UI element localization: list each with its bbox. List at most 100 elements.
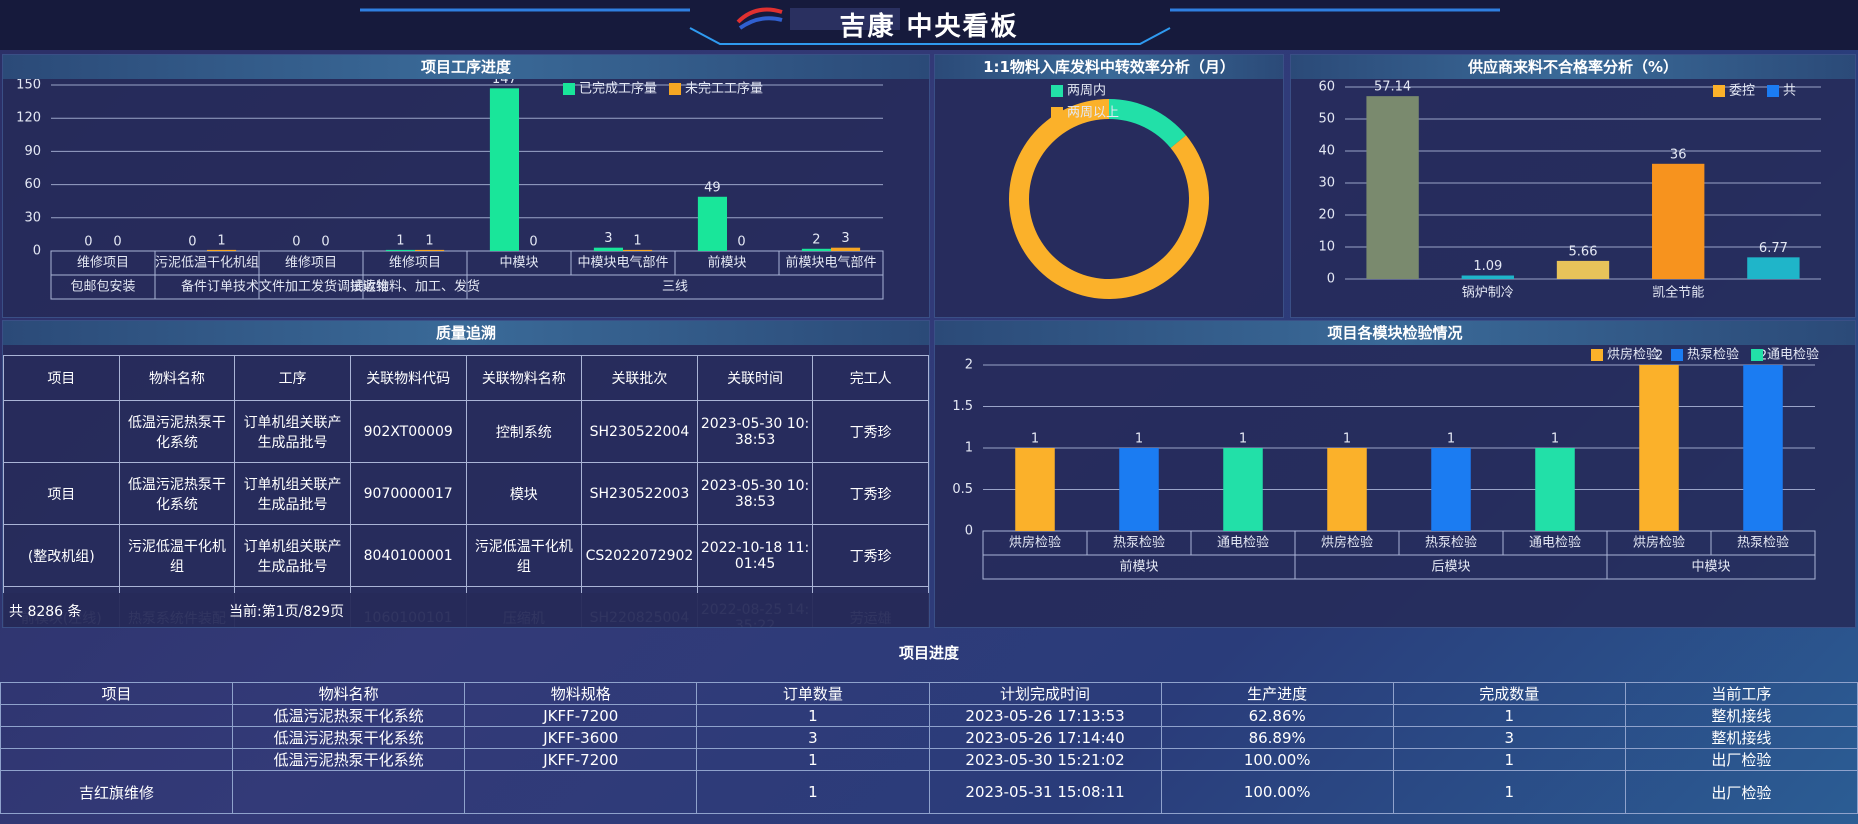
table-cell	[464, 770, 698, 814]
progress-section: 项目进度 项目 物料名称 物料规格 订单数量 计划完成时间 生产进度 完成数量 当前工序 低温污…	[0, 638, 1858, 824]
panel: 0 0.5 1 1.5 2 烘房检验 热泵检验 通电检验 烘房检验 热泵检验 通电检验 烘房检验 热泵检…	[934, 320, 1856, 628]
legend-swatch	[669, 83, 682, 95]
group-label: 接收物料、加工、发货	[350, 279, 480, 295]
bar-value-label: 36	[1670, 147, 1687, 162]
bar-value-label: 1	[396, 233, 404, 248]
bar-value-label: 0	[737, 235, 745, 250]
table-cell: 9070000017	[349, 462, 467, 525]
table-cell: SH230522004	[581, 400, 698, 463]
legend-label: 烘房检验	[1607, 347, 1659, 363]
table-cell: 丁秀珍	[812, 524, 929, 587]
bar	[1366, 96, 1419, 279]
legend-swatch	[1051, 107, 1063, 119]
column-header: 当前工序	[1624, 682, 1858, 705]
group-label: 备件订单	[181, 279, 233, 295]
bar	[1639, 365, 1679, 531]
y-tick-label: 30	[24, 210, 41, 225]
logo	[736, 7, 783, 24]
panel: 0 10 20 30 40 50 60 锅炉制冷 凯全节能 57.14 1.09 5.66 36 6.77…	[1290, 54, 1856, 318]
bar	[1431, 448, 1471, 531]
bar-value-label: 0	[321, 235, 329, 250]
bar-value-label: 1	[1447, 432, 1455, 447]
legend-label: 委控	[1729, 84, 1755, 99]
table-cell: 订单机组关联产生成品批号	[234, 400, 351, 463]
group-label: 包邮包安装	[70, 280, 135, 295]
table-cell: 订单机组关联产生成品批号	[234, 462, 351, 525]
table-row: 低温污泥热泵干化系统 订单机组关联产生成品批号 902XT00009 控制系统 SH23…	[3, 400, 929, 463]
group-cell	[1606, 554, 1816, 580]
legend-swatch	[1051, 85, 1063, 97]
y-tick-label: 60	[24, 177, 41, 192]
table-cell: 1	[1392, 704, 1626, 727]
table-cell: 86.89%	[1160, 726, 1394, 749]
x-tick-label: 热泵检验	[1113, 535, 1165, 551]
bar	[1119, 448, 1159, 531]
panel-title: 供应商来料不合格率分析（%）	[1291, 55, 1855, 79]
bar	[415, 249, 445, 251]
table-cell: JKFF-7200	[464, 704, 698, 727]
table-cell: 1	[696, 748, 930, 771]
panel-title: 项目各模块检验情况	[935, 321, 1855, 345]
column-header: 关联批次	[581, 355, 698, 401]
panel: 0 30 60 90 120 150 维修项目 污泥低温干化机组 维修项目 维修项目 中模块 中模块电…	[2, 54, 930, 318]
table-cell: 低温污泥热泵干化系统	[232, 726, 466, 749]
column-header: 项目	[3, 355, 120, 401]
table-row: 低温污泥热泵干化系统 JKFF-7200 1 2023-05-26 17:13:53 6…	[0, 704, 1858, 727]
y-tick-label: 150	[16, 78, 41, 93]
bar	[1743, 365, 1783, 531]
bar-value-label: 1	[1343, 432, 1351, 447]
panel-title: 1:1物料入库发料中转效率分析（月）	[935, 55, 1283, 79]
x-tick-label: 通电检验	[1217, 535, 1269, 551]
column-header: 关联时间	[696, 355, 814, 401]
bar-value-label: 49	[704, 180, 721, 195]
legend-label: 未完工工序量	[685, 82, 763, 97]
x-tick-label: 烘房检验	[1009, 535, 1061, 551]
table-cell: 1	[696, 770, 930, 814]
table-cell: 2023-05-30 10:38:53	[696, 462, 814, 525]
bar	[207, 249, 237, 251]
table-cell: 低温污泥热泵干化系统	[232, 704, 466, 727]
group-label: 前模块	[1119, 559, 1158, 575]
table-cell: 低温污泥热泵干化系统	[118, 462, 236, 525]
y-tick-label: 90	[24, 144, 41, 159]
table-cell: 订单机组关联产生成品批号	[234, 524, 351, 587]
bar-value-label: 3	[604, 231, 612, 246]
column-header: 项目	[0, 682, 234, 705]
redacted	[790, 8, 900, 30]
y-tick-label: 50	[1318, 112, 1335, 127]
table-cell	[232, 770, 466, 814]
y-tick-label: 0.5	[952, 482, 973, 497]
table-cell	[0, 748, 234, 771]
group-label: 三线	[662, 280, 688, 295]
column-header: 物料规格	[464, 682, 698, 705]
legend-label: 已完成工序量	[579, 82, 657, 97]
y-tick-label: 10	[1318, 240, 1335, 255]
legend-label: 共	[1783, 84, 1796, 99]
table-cell: 1	[1392, 748, 1626, 771]
x-tick-label: 维修项目	[285, 256, 337, 271]
legend-swatch	[1591, 349, 1603, 361]
bar-value-label: 1	[1239, 432, 1247, 447]
table-cell: 100.00%	[1160, 770, 1394, 814]
section-title: 项目进度	[898, 644, 959, 662]
table-cell: 出厂检验	[1624, 748, 1858, 771]
table-cell: 2023-05-26 17:14:40	[928, 726, 1162, 749]
header: 吉康 中央看板	[0, 0, 1858, 50]
panel: 项目 物料名称 工序 关联物料代码 关联物料名称 关联批次 关联时间 完工人 低温污泥热泵干化系…	[2, 320, 930, 628]
x-tick-label: 凯全节能	[1652, 285, 1704, 301]
table-cell: 2023-05-31 15:08:11	[928, 770, 1162, 814]
table-cell: 出厂检验	[1624, 770, 1858, 814]
group-label: 技术文件加工发货调试运维	[233, 279, 389, 295]
y-tick-label: 0	[33, 244, 41, 259]
x-tick-label: 中模块	[499, 256, 538, 271]
column-header: 完工人	[812, 355, 929, 401]
table-cell	[0, 726, 234, 749]
page-info: 当前:第1页/829页	[229, 604, 345, 620]
bar-value-label: 5.66	[1569, 244, 1598, 259]
donut-segment	[1109, 99, 1187, 149]
column-header: 完成数量	[1392, 682, 1626, 705]
x-tick-label: 锅炉制冷	[1462, 285, 1514, 301]
bar	[831, 247, 861, 251]
